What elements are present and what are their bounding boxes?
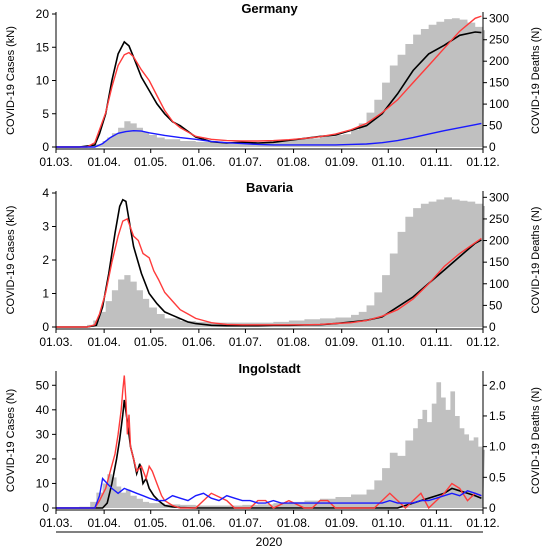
y-tick-label: 1 — [42, 287, 49, 301]
y2-tick-label: 150 — [489, 76, 509, 90]
y2-tick-label: 0.5 — [489, 470, 506, 484]
y2-tick-label: 50 — [489, 298, 503, 312]
y-tick-label: 40 — [36, 403, 50, 417]
y2-tick-label: 0 — [489, 140, 496, 154]
x-tick-label: 01.05. — [134, 335, 167, 349]
x-tick-label: 01.11. — [420, 335, 452, 349]
y2-axis-label: COVID-19 Deaths (N) — [530, 27, 542, 134]
series-red-line-2 — [56, 375, 482, 510]
y2-tick-label: 200 — [489, 54, 509, 68]
y-axis-label: COVID-19 Cases (kN) — [5, 206, 17, 315]
x-tick-label: 01.10. — [372, 155, 405, 169]
y-tick-label: 50 — [36, 378, 50, 392]
y2-tick-label: 100 — [489, 97, 509, 111]
y2-axis-label: COVID-19 Deaths (N) — [530, 207, 542, 314]
x-tick-label: 01.05. — [134, 155, 167, 169]
y2-tick-label: 100 — [489, 277, 509, 291]
x-tick-label: 01.12. — [466, 335, 499, 349]
x-tick-label: 01.09. — [325, 516, 358, 530]
x-tick-label: 01.07. — [229, 335, 262, 349]
x-tick-label: 01.08. — [277, 335, 310, 349]
x-tick-label: 01.10. — [372, 516, 405, 530]
y2-tick-label: 1.5 — [489, 409, 506, 423]
y2-axis-label: COVID-19 Deaths (N) — [530, 387, 542, 494]
year-label: 2020 — [256, 535, 283, 549]
y-tick-label: 2 — [42, 253, 49, 267]
x-tick-label: 01.06. — [182, 516, 215, 530]
y2-tick-label: 0 — [489, 501, 496, 515]
y-tick-label: 4 — [42, 186, 49, 200]
chart-title: Germany — [241, 1, 298, 16]
x-tick-label: 01.09. — [325, 335, 358, 349]
series-blue-line-2 — [56, 476, 482, 509]
x-tick-label: 01.11. — [420, 516, 452, 530]
chart-panel-germany — [52, 12, 487, 153]
x-tick-label: 01.06. — [182, 155, 215, 169]
y-tick-label: 20 — [36, 7, 50, 21]
x-tick-label: 01.05. — [134, 516, 167, 530]
chart-panel-ingolstadt — [52, 371, 487, 514]
x-tick-label: 01.08. — [277, 155, 310, 169]
x-tick-label: 01.07. — [229, 155, 262, 169]
y-tick-label: 5 — [42, 107, 49, 121]
x-tick-label: 01.06. — [182, 335, 215, 349]
x-tick-label: 01.10. — [372, 335, 405, 349]
y-axis-label: COVID-19 Cases (N) — [5, 389, 17, 492]
chart-title: Bavaria — [246, 180, 294, 195]
x-tick-label: 01.08. — [277, 516, 310, 530]
series-red-line-0 — [56, 15, 482, 148]
y2-tick-label: 250 — [489, 33, 509, 47]
y2-tick-label: 50 — [489, 119, 503, 133]
deaths-bars-0 — [56, 18, 485, 147]
y2-tick-label: 1.0 — [489, 440, 506, 454]
y-axis-label: COVID-19 Cases (kN) — [5, 26, 17, 135]
y2-tick-label: 200 — [489, 234, 509, 248]
y-tick-label: 3 — [42, 220, 49, 234]
x-tick-label: 01.04. — [87, 516, 120, 530]
x-tick-label: 01.04. — [87, 155, 120, 169]
deaths-bars-2 — [56, 382, 485, 508]
y2-tick-label: 0 — [489, 320, 496, 334]
x-tick-label: 01.04. — [87, 335, 120, 349]
deaths-bars-1 — [56, 197, 485, 327]
y2-tick-label: 300 — [489, 190, 509, 204]
y-tick-label: 0 — [42, 320, 49, 334]
x-tick-label: 01.07. — [229, 516, 262, 530]
x-tick-label: 01.12. — [466, 516, 499, 530]
series-blue-line-0 — [56, 122, 482, 148]
y-tick-label: 0 — [42, 501, 49, 515]
y-tick-label: 20 — [36, 452, 50, 466]
y-tick-label: 30 — [36, 427, 50, 441]
series-red-line-1 — [56, 217, 482, 328]
y2-tick-label: 300 — [489, 11, 509, 25]
series-black-line-1 — [56, 198, 482, 328]
y-tick-label: 10 — [36, 74, 50, 88]
y-tick-label: 10 — [36, 476, 50, 490]
chart-title: Ingolstadt — [238, 361, 301, 376]
y-tick-label: 0 — [42, 140, 49, 154]
x-tick-label: 01.03. — [39, 335, 72, 349]
y2-tick-label: 250 — [489, 212, 509, 226]
y2-tick-label: 2.0 — [489, 378, 506, 392]
x-tick-label: 01.09. — [325, 155, 358, 169]
y2-tick-label: 150 — [489, 255, 509, 269]
x-tick-label: 01.03. — [39, 155, 72, 169]
x-tick-label: 01.11. — [420, 155, 452, 169]
x-tick-label: 01.12. — [466, 155, 499, 169]
chart-panel-bavaria — [52, 191, 487, 333]
x-tick-label: 01.03. — [39, 516, 72, 530]
y-tick-label: 15 — [36, 40, 50, 54]
